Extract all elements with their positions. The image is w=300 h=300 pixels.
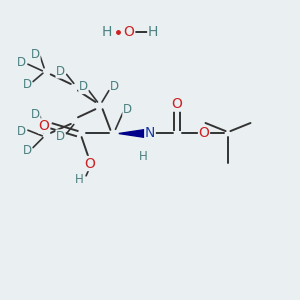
Text: H: H bbox=[101, 25, 112, 38]
Text: D: D bbox=[22, 77, 32, 91]
Text: H: H bbox=[139, 149, 148, 163]
Text: D: D bbox=[79, 80, 88, 94]
Text: O: O bbox=[124, 25, 134, 38]
Text: D: D bbox=[31, 47, 40, 61]
Polygon shape bbox=[119, 130, 145, 137]
Text: O: O bbox=[39, 119, 50, 133]
Text: O: O bbox=[199, 127, 209, 140]
Text: D: D bbox=[56, 130, 65, 143]
Text: H: H bbox=[148, 25, 158, 38]
Text: O: O bbox=[85, 157, 95, 170]
Text: D: D bbox=[123, 103, 132, 116]
Text: D: D bbox=[31, 108, 40, 121]
Text: O: O bbox=[172, 97, 182, 111]
Text: D: D bbox=[17, 56, 26, 70]
Text: D: D bbox=[56, 65, 65, 78]
Text: H: H bbox=[75, 173, 84, 186]
Text: D: D bbox=[110, 80, 119, 94]
Text: D: D bbox=[22, 143, 32, 157]
Text: D: D bbox=[17, 125, 26, 138]
Text: N: N bbox=[145, 127, 155, 140]
